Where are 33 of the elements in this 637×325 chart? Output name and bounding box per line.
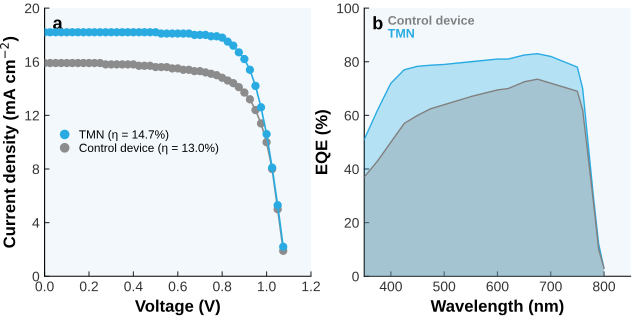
y-tick-label: 100 [337, 3, 359, 14]
x-axis-title: Wavelength (nm) [430, 300, 564, 316]
y-tick-label: 12 [25, 110, 40, 120]
y-tick-label: 4 [32, 218, 40, 228]
x-tick-label: 800 [593, 281, 616, 292]
x-tick-label: 1.2 [302, 281, 320, 292]
x-tick-label: 1.0 [258, 281, 276, 292]
y-tick-label: 16 [25, 57, 40, 67]
annotation: b [373, 16, 383, 30]
y-axis-title: Current density (mA cm$^{−2}$) [0, 36, 19, 248]
x-tick-label: 600 [486, 281, 508, 292]
y-tick-label: 8 [32, 164, 40, 174]
legend-label: Control device (η = 13.0%) [79, 143, 218, 154]
legend-label: TMN (η = 14.7%) [79, 130, 168, 141]
x-tick-label: 0.4 [124, 281, 143, 292]
y-tick-label: 0 [352, 272, 359, 282]
x-axis-title: Voltage (V) [134, 300, 220, 316]
x-tick-label: 0.0 [35, 281, 54, 292]
y-tick-label: 60 [344, 110, 359, 121]
x-tick-label: 700 [540, 281, 562, 292]
y-tick-label: 40 [344, 164, 359, 174]
y-tick-label: 80 [344, 57, 359, 67]
x-tick-label: 0.2 [80, 281, 98, 292]
y-axis-title: EQE (%) [315, 110, 331, 174]
x-tick-label: 0.6 [168, 281, 187, 292]
x-tick-label: 0.8 [213, 281, 232, 292]
x-tick-label: 400 [380, 281, 402, 292]
y-tick-label: 0 [32, 272, 40, 282]
y-tick-label: 20 [24, 3, 40, 14]
y-tick-label: 20 [344, 218, 359, 228]
x-tick-label: 500 [433, 281, 456, 292]
text: Control device [388, 16, 474, 25]
text: TMN [388, 28, 414, 38]
